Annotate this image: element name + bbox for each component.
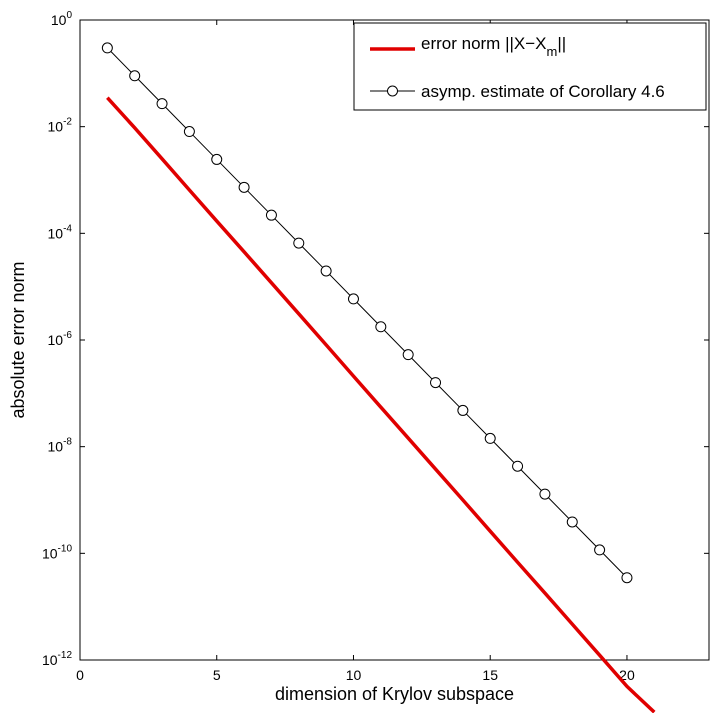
data-point-asymp-estimate xyxy=(457,404,469,416)
x-tick-label: 0 xyxy=(76,667,84,683)
x-tick-label: 10 xyxy=(346,667,362,683)
data-point-asymp-estimate xyxy=(347,293,359,305)
data-point-asymp-estimate xyxy=(539,488,551,500)
data-point-asymp-estimate xyxy=(402,349,414,361)
data-point-asymp-estimate xyxy=(183,126,195,138)
data-point-asymp-estimate xyxy=(594,544,606,556)
x-tick-label: 20 xyxy=(619,667,635,683)
y-tick-label: 10-2 xyxy=(48,117,73,135)
data-point-asymp-estimate xyxy=(293,237,305,249)
data-point-asymp-estimate xyxy=(484,432,496,444)
y-axis-label: absolute error norm xyxy=(8,261,28,418)
data-point-asymp-estimate xyxy=(566,516,578,528)
data-point-asymp-estimate xyxy=(211,153,223,165)
series-line-error-norm xyxy=(106,96,656,713)
legend: error norm ||X−Xm|| asymp. estimate of C… xyxy=(353,22,707,111)
data-point-asymp-estimate xyxy=(101,42,113,54)
data-point-asymp-estimate xyxy=(375,321,387,333)
data-point-asymp-estimate xyxy=(320,265,332,277)
legend-label-error-norm: error norm ||X−Xm|| xyxy=(421,34,566,59)
data-point-asymp-estimate xyxy=(129,70,141,82)
y-tick-label: 10-8 xyxy=(48,437,73,455)
data-point-asymp-estimate xyxy=(156,98,168,110)
x-tick-label: 5 xyxy=(213,667,221,683)
tick-group: 0 5 10 15 20 100 10-2 10-4 10-6 10-8 10-10 10-12 xyxy=(42,10,709,683)
y-tick-label: 10-6 xyxy=(48,330,73,348)
series-line-asymp-estimate xyxy=(106,47,628,579)
data-point-asymp-estimate xyxy=(265,209,277,221)
legend-box xyxy=(353,22,707,111)
x-axis-label: dimension of Krylov subspace xyxy=(275,684,514,704)
y-tick-label: 10-12 xyxy=(42,650,72,668)
legend-label-asymp-estimate: asymp. estimate of Corollary 4.6 xyxy=(421,82,665,101)
series-group xyxy=(101,42,656,713)
legend-marker-asymp-estimate xyxy=(387,85,398,97)
y-tick-label: 10-4 xyxy=(48,223,73,241)
data-point-asymp-estimate xyxy=(238,181,250,193)
data-point-asymp-estimate xyxy=(621,572,633,584)
y-tick-label: 100 xyxy=(51,10,73,28)
data-point-asymp-estimate xyxy=(430,377,442,389)
data-point-asymp-estimate xyxy=(512,460,524,472)
x-tick-label: 15 xyxy=(482,667,498,683)
y-tick-label: 10-10 xyxy=(42,543,72,561)
